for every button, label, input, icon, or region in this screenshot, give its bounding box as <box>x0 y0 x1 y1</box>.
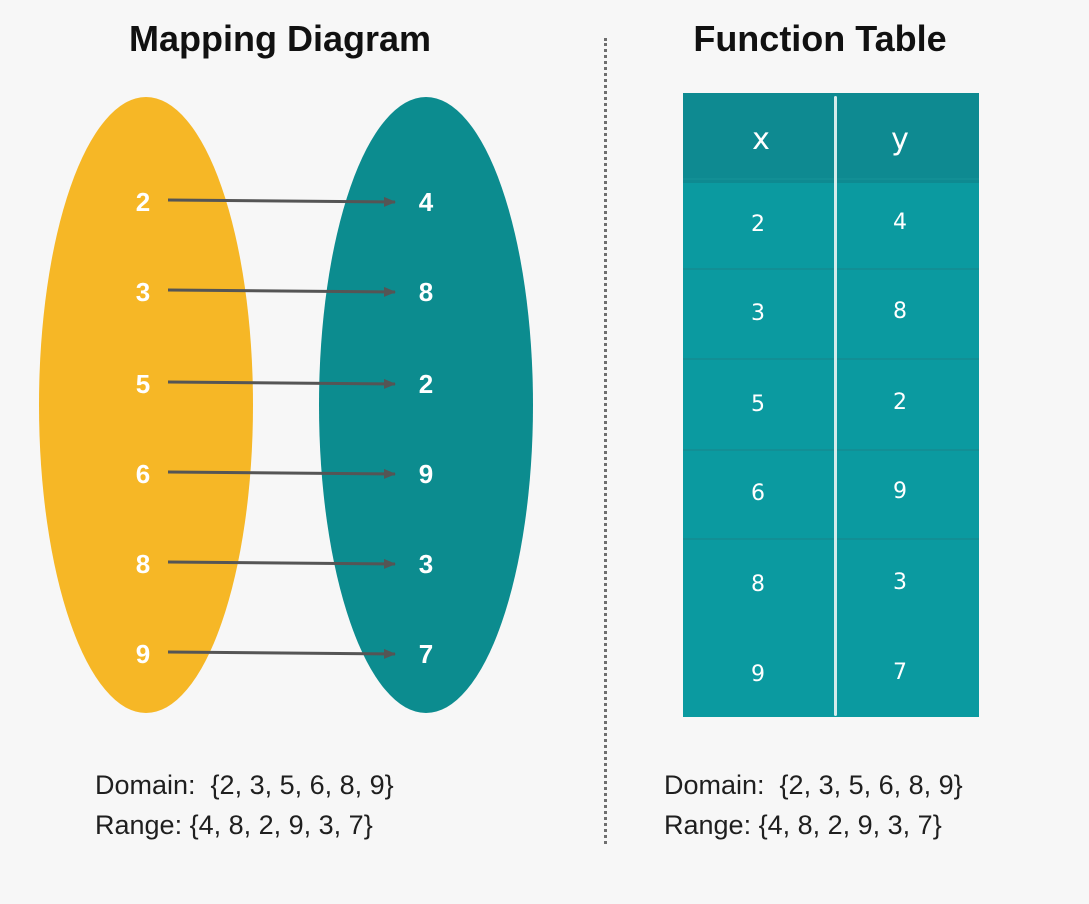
domain-value: 8 <box>136 549 150 579</box>
table-row-divider <box>683 268 979 270</box>
mapping-arrow <box>167 558 396 569</box>
range-oval <box>319 97 533 713</box>
dotted-divider <box>604 38 607 844</box>
domain-value: 6 <box>136 459 150 489</box>
range-value: 7 <box>419 639 433 669</box>
mapping-arrow <box>167 468 396 479</box>
mapping-arrow <box>167 378 396 389</box>
mapping-domain-text: Domain: {2, 3, 5, 6, 8, 9} <box>95 770 394 800</box>
domain-oval <box>39 97 253 713</box>
mapping-arrow <box>167 648 396 659</box>
domain-value: 2 <box>136 187 150 217</box>
function-table-header <box>683 93 979 183</box>
table-row-divider <box>683 449 979 451</box>
mapping-domain-range: Domain: {2, 3, 5, 6, 8, 9} Range: {4, 8,… <box>95 765 394 845</box>
table-column-divider <box>834 96 837 716</box>
table-cell-y: 9 <box>893 479 907 504</box>
table-domain-text: Domain: {2, 3, 5, 6, 8, 9} <box>664 770 963 800</box>
domain-value: 3 <box>136 277 150 307</box>
range-value: 2 <box>419 369 433 399</box>
table-cell-y: 2 <box>893 390 907 415</box>
table-cell-x: 5 <box>751 392 765 417</box>
table-cell-y: 3 <box>893 570 907 595</box>
function-table-title: Function Table <box>693 18 947 59</box>
table-row-divider <box>683 358 979 360</box>
table-cell-x: 8 <box>751 572 765 597</box>
mapping-arrow <box>167 286 396 297</box>
mapping-range-text: Range: {4, 8, 2, 9, 3, 7} <box>95 810 373 840</box>
table-cell-x: 2 <box>751 212 765 237</box>
table-domain-range: Domain: {2, 3, 5, 6, 8, 9} Range: {4, 8,… <box>664 765 963 845</box>
table-cell-x: 9 <box>751 662 765 687</box>
domain-value: 9 <box>136 639 150 669</box>
domain-value: 5 <box>136 369 150 399</box>
table-cell-y: 7 <box>893 660 907 685</box>
table-row-divider <box>683 178 979 180</box>
table-cell-y: 4 <box>893 210 907 235</box>
table-cell-y: 8 <box>893 299 907 324</box>
table-cell-x: 3 <box>751 301 765 326</box>
table-range-text: Range: {4, 8, 2, 9, 3, 7} <box>664 810 942 840</box>
mapping-arrow <box>167 196 396 207</box>
range-value: 3 <box>419 549 433 579</box>
mapping-diagram: 2 3 5 6 8 9 4 8 2 9 3 7 <box>39 97 533 713</box>
table-row-divider <box>683 538 979 540</box>
table-header-y: y <box>891 122 909 157</box>
function-table <box>683 93 979 717</box>
range-value: 4 <box>419 187 434 217</box>
table-cell-x: 6 <box>751 481 765 506</box>
range-value: 9 <box>419 459 433 489</box>
table-header-x: x <box>752 122 770 157</box>
range-value: 8 <box>419 277 433 307</box>
mapping-diagram-title: Mapping Diagram <box>128 18 432 59</box>
